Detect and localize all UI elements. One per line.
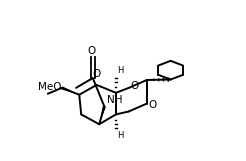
Text: O: O <box>88 46 96 56</box>
Text: H: H <box>118 66 124 75</box>
Text: MeO: MeO <box>38 82 61 92</box>
Polygon shape <box>99 106 106 124</box>
Text: NH: NH <box>107 95 122 105</box>
Text: O: O <box>92 69 101 79</box>
Text: O: O <box>149 100 157 110</box>
Text: O: O <box>131 81 139 91</box>
Polygon shape <box>61 86 79 95</box>
Text: H: H <box>118 131 124 140</box>
